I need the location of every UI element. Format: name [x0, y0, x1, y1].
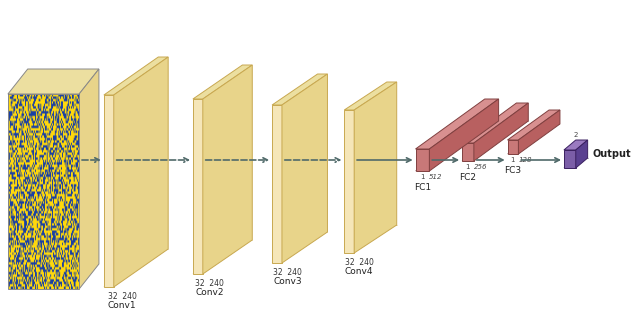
Polygon shape	[462, 103, 528, 143]
Text: Output: Output	[593, 149, 631, 159]
Text: 512: 512	[428, 174, 442, 180]
Polygon shape	[508, 140, 518, 154]
Polygon shape	[462, 143, 474, 161]
Polygon shape	[272, 105, 282, 263]
Text: 32  240: 32 240	[108, 292, 136, 301]
Polygon shape	[508, 110, 560, 140]
Text: 1: 1	[511, 157, 515, 163]
Text: FC1: FC1	[414, 183, 431, 192]
Text: FC2: FC2	[460, 173, 476, 182]
Text: Conv2: Conv2	[195, 288, 224, 297]
Polygon shape	[193, 99, 203, 274]
Text: Conv3: Conv3	[273, 277, 302, 286]
Text: 128: 128	[519, 157, 532, 163]
Text: 256: 256	[474, 164, 488, 170]
Polygon shape	[104, 57, 168, 95]
Polygon shape	[518, 110, 560, 154]
Polygon shape	[415, 149, 429, 171]
Polygon shape	[354, 82, 397, 253]
Polygon shape	[203, 65, 252, 274]
Polygon shape	[79, 69, 99, 289]
Polygon shape	[114, 57, 168, 287]
Text: 32  240: 32 240	[195, 279, 224, 288]
Polygon shape	[272, 74, 328, 105]
Polygon shape	[344, 82, 397, 110]
Polygon shape	[415, 99, 499, 149]
Text: 32  240: 32 240	[344, 258, 374, 267]
Polygon shape	[564, 150, 576, 168]
Text: Conv4: Conv4	[345, 267, 373, 276]
Polygon shape	[474, 103, 528, 161]
Polygon shape	[104, 95, 114, 287]
Polygon shape	[344, 110, 354, 253]
Text: FC3: FC3	[504, 166, 522, 175]
Polygon shape	[8, 69, 99, 94]
Polygon shape	[576, 140, 588, 168]
Text: 2: 2	[573, 132, 578, 138]
Text: 1: 1	[420, 174, 425, 180]
Polygon shape	[193, 65, 252, 99]
Text: 32  240: 32 240	[273, 268, 302, 277]
Polygon shape	[429, 99, 499, 171]
Polygon shape	[282, 74, 328, 263]
Text: Conv1: Conv1	[108, 301, 136, 310]
Polygon shape	[564, 140, 588, 150]
Text: 1: 1	[466, 164, 470, 170]
